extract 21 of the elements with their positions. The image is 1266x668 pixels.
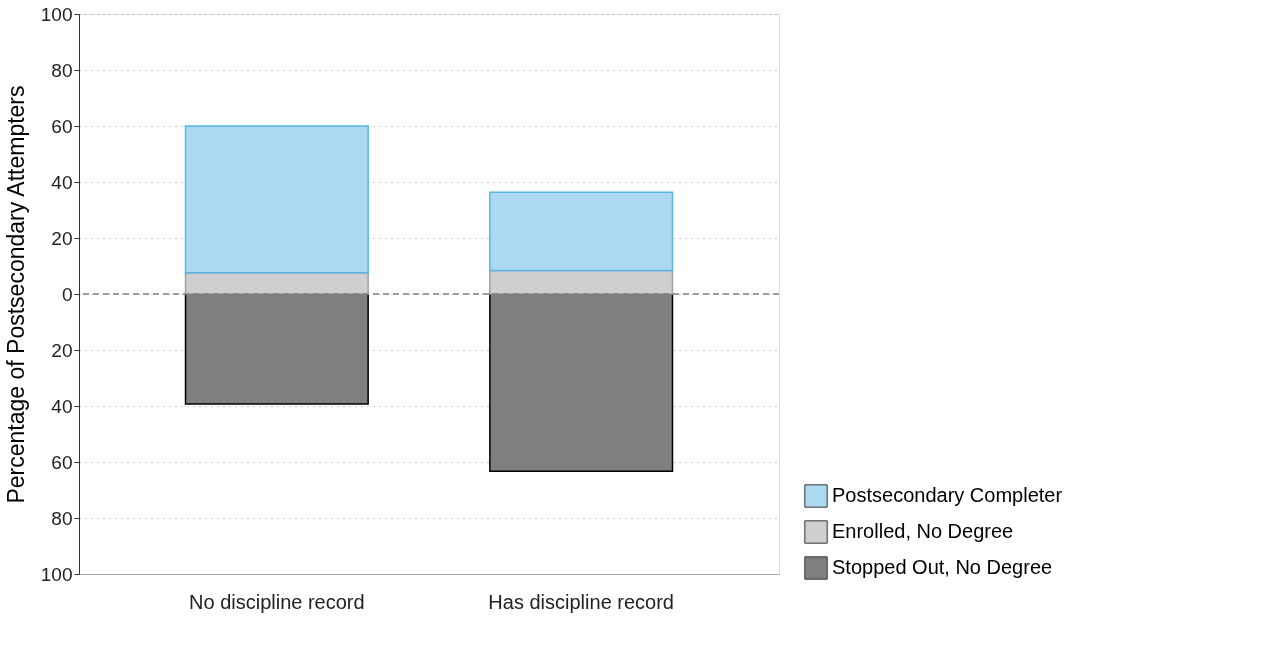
y-tick-label: 20 bbox=[51, 339, 73, 361]
legend-label: Stopped Out, No Degree bbox=[832, 556, 1053, 578]
x-tick-label: No discipline record bbox=[189, 590, 365, 613]
bar bbox=[184, 125, 369, 274]
x-tick-label: Has discipline record bbox=[488, 590, 674, 613]
y-tick-label: 60 bbox=[51, 115, 73, 137]
y-tick-label: 0 bbox=[61, 283, 73, 305]
y-tick-label: 40 bbox=[51, 171, 73, 193]
bar bbox=[184, 271, 369, 295]
legend-label: Enrolled, No Degree bbox=[832, 520, 1014, 542]
y-tick-label: 40 bbox=[51, 395, 73, 417]
y-tick-label: 80 bbox=[51, 59, 73, 81]
y-tick-label: 100 bbox=[40, 563, 73, 585]
bar bbox=[489, 191, 674, 272]
y-tick-label: 20 bbox=[51, 227, 73, 249]
y-tick-label: 100 bbox=[40, 3, 73, 25]
y-tick-label: 80 bbox=[51, 507, 73, 529]
legend-label: Postsecondary Completer bbox=[832, 484, 1063, 506]
bar bbox=[489, 269, 674, 295]
y-axis-title: Percentage of Postsecondary Attempters bbox=[2, 85, 29, 504]
y-tick-label: 60 bbox=[51, 451, 73, 473]
